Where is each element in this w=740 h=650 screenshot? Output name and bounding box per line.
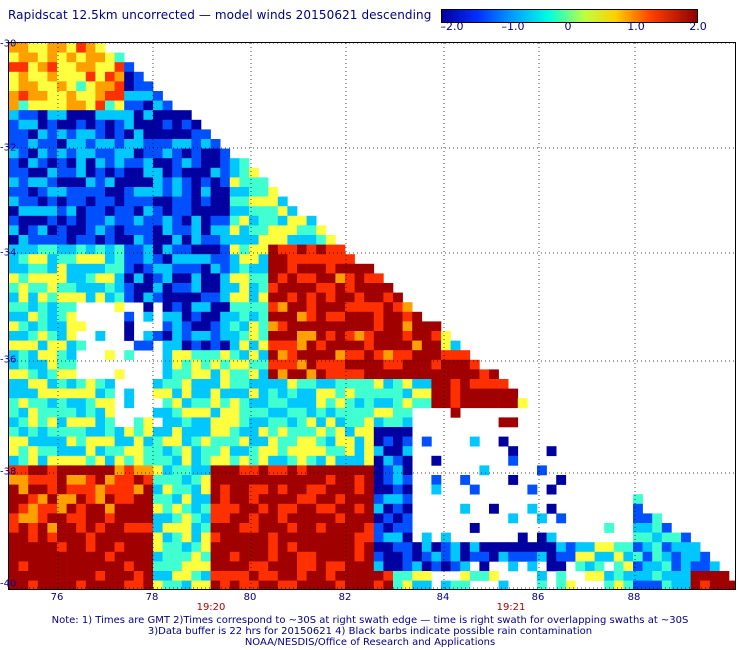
lon-label: 84	[436, 592, 450, 603]
note-line-1: Note: 1) Times are GMT 2)Times correspon…	[51, 615, 689, 626]
lon-label: 76	[50, 592, 64, 603]
colorbar-tick: –2.0	[440, 20, 464, 33]
colorbar-tick: 1.0	[627, 20, 645, 33]
lat-label: -34	[0, 247, 17, 259]
colorbar	[441, 9, 698, 23]
lon-label: 82	[338, 592, 352, 603]
map-plot	[9, 43, 735, 589]
colorbar-tick: 0	[564, 20, 572, 33]
graticule	[9, 43, 735, 589]
note-line-2: 3)Data buffer is 22 hrs for 20150621 4) …	[147, 626, 593, 637]
wind-difference-map	[8, 42, 736, 590]
lat-label: -36	[0, 354, 17, 366]
chart-title: Rapidscat 12.5km uncorrected — model win…	[8, 8, 432, 22]
lon-label: 86	[531, 592, 545, 603]
lon-label: 88	[627, 592, 641, 603]
note-line-3: NOAA/NESDIS/Office of Research and Appli…	[244, 637, 496, 648]
lat-label: -40	[0, 578, 17, 590]
lon-label: 80	[243, 592, 257, 603]
lat-label: -38	[0, 466, 17, 478]
lat-label: -32	[0, 142, 17, 154]
lat-label: -30	[0, 38, 17, 50]
time-label: 19:21	[496, 602, 526, 613]
time-label: 19:20	[196, 602, 226, 613]
colorbar-tick: –1.0	[501, 20, 525, 33]
colorbar-tick: 2.0	[689, 20, 707, 33]
wind-field	[9, 43, 735, 589]
lon-label: 78	[145, 592, 159, 603]
